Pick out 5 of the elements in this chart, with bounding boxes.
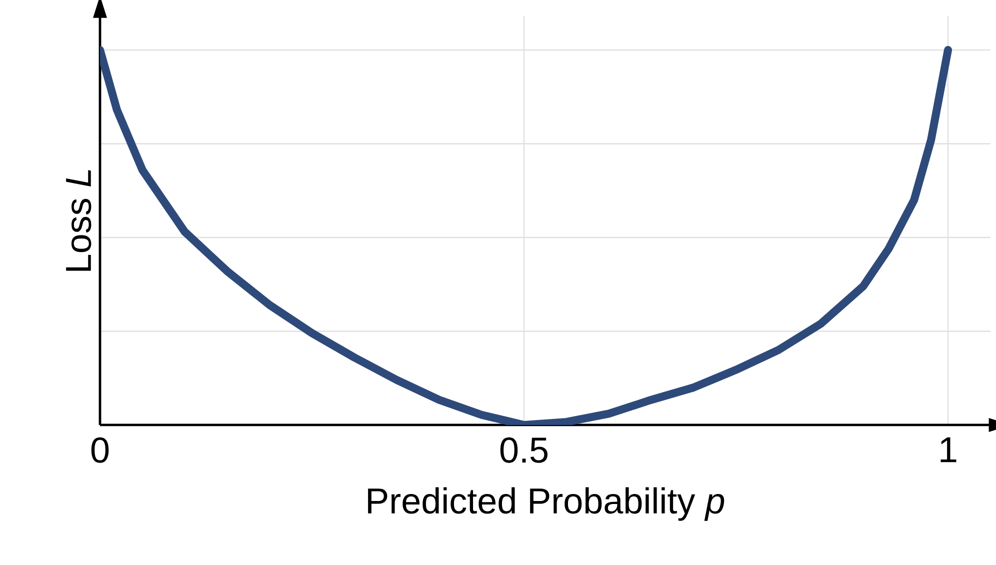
x-axis-title: Predicted Probability p: [368, 487, 724, 521]
x-tick-label: 0.5: [500, 437, 548, 463]
x-tick-label: 0: [91, 437, 109, 463]
y-axis-title: Loss L: [66, 170, 92, 271]
x-tick-label: 1: [940, 437, 956, 462]
